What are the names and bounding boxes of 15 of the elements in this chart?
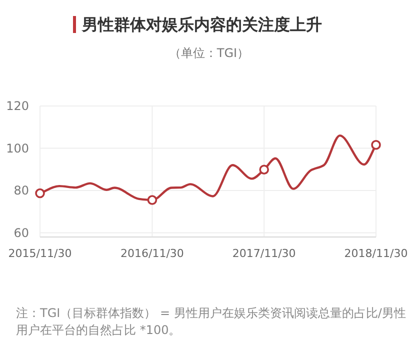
point (259, 164, 269, 174)
chart-subtitle: （单位：TGI） (168, 46, 250, 60)
y-tick-label: 100 (6, 141, 29, 156)
chart-title: 男性群体对娱乐内容的关注度上升 (81, 15, 322, 34)
y-tick-label: 60 (14, 226, 29, 240)
point (147, 195, 158, 205)
x-tick-label: 2016/11/30 (120, 247, 184, 260)
point (371, 140, 381, 150)
x-tick-label: 2017/11/30 (232, 247, 296, 260)
x-tick-label: 2015/11/30 (8, 247, 72, 260)
x-tick-label: 2018/11/30 (344, 247, 408, 260)
point (35, 188, 45, 198)
y-tick-label: 80 (14, 184, 29, 198)
y-tick-label: 120 (6, 99, 29, 113)
text: 注：TGI（目标群体指数） = 男性用户在娱乐类资讯阅读总量的占比/男性用户在平台的自然占比 *100。 (16, 305, 407, 339)
